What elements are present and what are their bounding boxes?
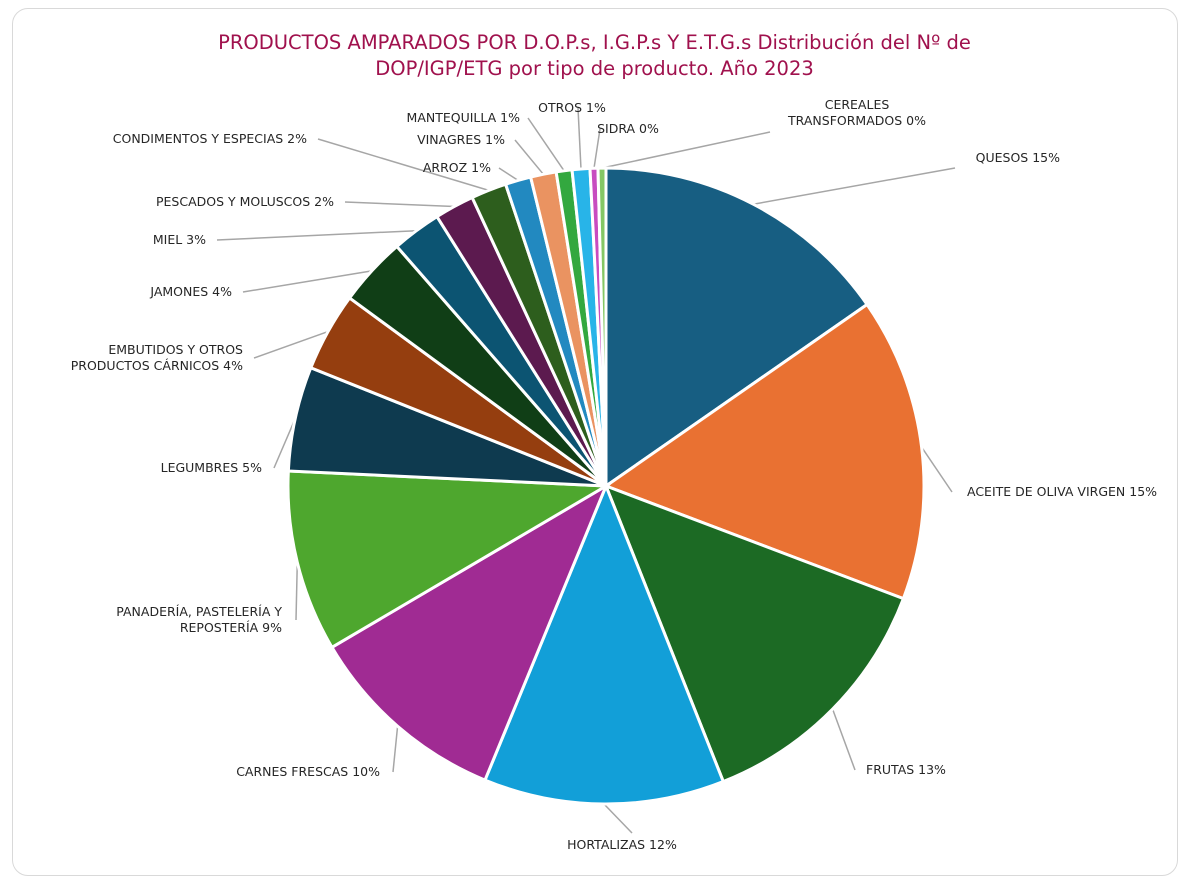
leader-line: [603, 803, 633, 834]
slice-label: PRODUCTOS CÁRNICOS 4%: [71, 358, 243, 373]
slice-label: LEGUMBRES 5%: [161, 460, 263, 475]
leader-line: [577, 107, 582, 170]
slice-label: OTROS 1%: [538, 100, 606, 115]
slice-label: CEREALES: [825, 97, 890, 112]
leader-line: [527, 117, 565, 172]
slice-label: TRANSFORMADOS 0%: [787, 113, 926, 128]
leader-line: [242, 270, 372, 293]
slice-label: QUESOS 15%: [976, 150, 1060, 165]
slice-label: JAMONES 4%: [149, 284, 232, 299]
leader-line: [216, 229, 417, 241]
leader-line: [295, 562, 299, 621]
leader-line: [601, 131, 771, 169]
leader-line: [753, 167, 956, 205]
leader-line: [392, 726, 399, 773]
slice-label: REPOSTERÍA 9%: [180, 620, 282, 635]
pie-slice: [286, 469, 612, 650]
slice-label: MIEL 3%: [153, 232, 206, 247]
leader-line: [498, 167, 519, 182]
chart-title-line-2: DOP/IGP/ETG por tipo de producto. Año 20…: [375, 57, 814, 80]
data-labels: QUESOS 15% ACEITE DE OLIVA VIRGEN 15% FRUT…: [71, 97, 1157, 852]
pie-slice: [483, 481, 726, 806]
leader-line: [831, 708, 856, 771]
slice-label: MANTEQUILLA 1%: [407, 110, 521, 125]
leader-line: [253, 330, 329, 359]
leader-line: [920, 446, 953, 493]
slice-label: EMBUTIDOS Y OTROS: [108, 342, 243, 357]
slice-label: HORTALIZAS 12%: [567, 837, 677, 852]
pie-slice: [596, 166, 608, 487]
slice-label: ARROZ 1%: [423, 160, 491, 175]
leader-line: [317, 138, 489, 192]
pie-slice: [602, 302, 926, 601]
slice-label: PESCADOS Y MOLUSCOS 2%: [156, 194, 334, 209]
pie-slice: [603, 483, 906, 784]
slice-label: SIDRA 0%: [597, 121, 659, 136]
slice-label: CARNES FRESCAS 10%: [236, 764, 380, 779]
slice-label: ACEITE DE OLIVA VIRGEN 15%: [967, 484, 1157, 499]
slice-label: CONDIMENTOS Y ESPECIAS 2%: [113, 131, 307, 146]
slices: [286, 166, 926, 806]
leader-line: [514, 139, 544, 175]
leader-line: [273, 418, 296, 469]
chart-title-line-1: PRODUCTOS AMPARADOS POR D.O.P.s, I.G.P.s…: [218, 31, 971, 54]
leader-line: [593, 128, 601, 169]
slice-label: PANADERÍA, PASTELERÍA Y: [116, 604, 282, 619]
pie-slice: [329, 482, 610, 783]
slice-label: VINAGRES 1%: [417, 132, 505, 147]
leader-lines: [216, 107, 956, 834]
pie-slice: [604, 166, 870, 489]
leader-line: [344, 201, 455, 208]
slice-label: FRUTAS 13%: [866, 762, 946, 777]
